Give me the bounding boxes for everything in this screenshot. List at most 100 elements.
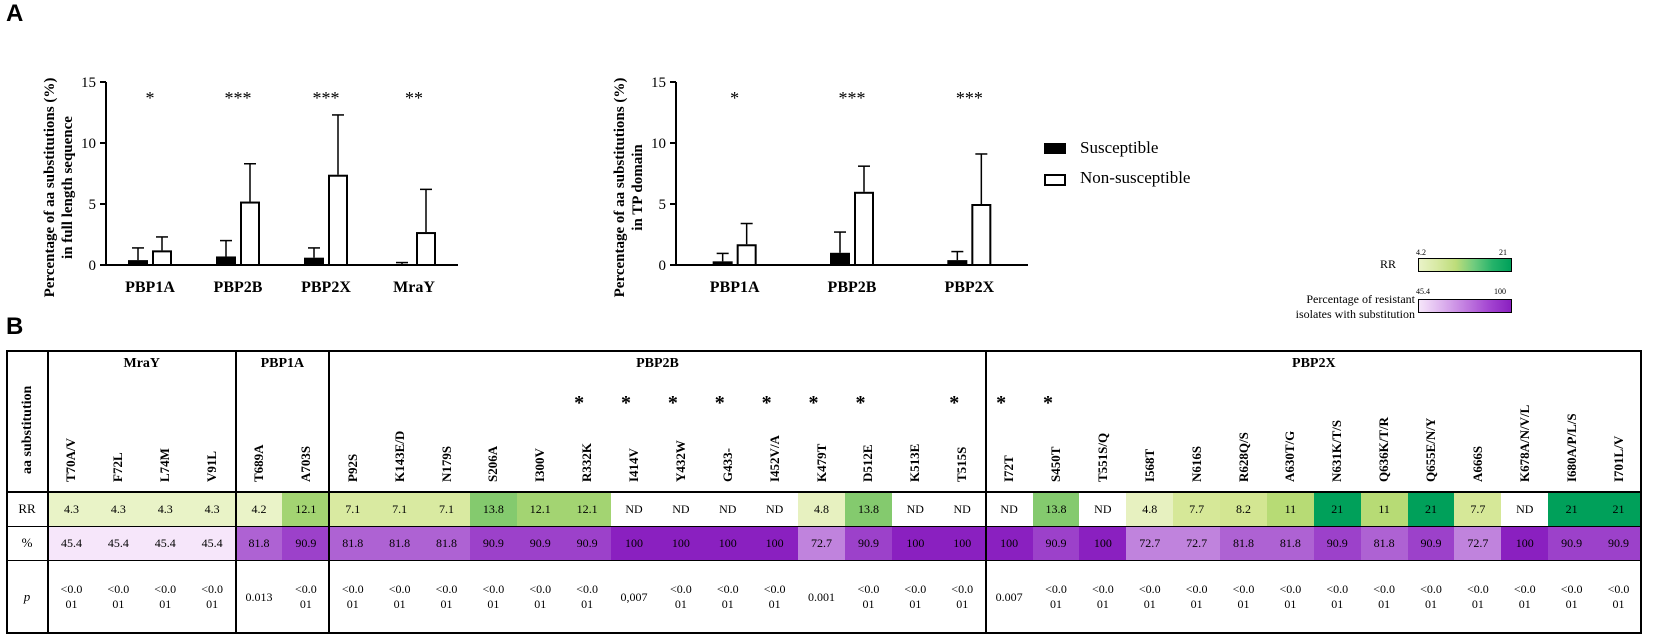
p-value-line: <0.0 [857, 582, 880, 596]
p-value-line: <0.0 [201, 582, 223, 596]
y-tick-label: 0 [659, 258, 667, 274]
p-value-line: <0.0 [576, 582, 599, 596]
chart-tp-domain: 0 5 10 15 Percentage of aa substitutions (%)… [612, 75, 1028, 298]
rr-cell: 13.8 [469, 492, 517, 526]
row-label-pct: % [21, 535, 33, 550]
substitution-label: D512E [860, 444, 876, 482]
substitution-label: K143E/D [391, 430, 407, 482]
rr-scale-max: 21 [1499, 248, 1507, 257]
pct-cell: 72.7 [1126, 526, 1174, 560]
substitution-label: K513E [907, 443, 923, 482]
substitution-label: R628Q/S [1235, 432, 1251, 482]
pct-scale-max: 100 [1494, 287, 1506, 296]
pct-cell: 72.7 [1173, 526, 1221, 560]
rr-cell: 21 [1548, 492, 1596, 526]
p-value-line: 01 [112, 597, 125, 611]
p-value-line: 01 [1612, 597, 1625, 611]
p-value-line: 01 [1143, 597, 1156, 611]
rr-cell: 12.1 [282, 492, 330, 526]
p-value-line: <0.0 [341, 582, 364, 596]
substitution-label: Q655E/N/Y [1423, 417, 1439, 482]
p-value-cell: <0.0 01 [751, 560, 798, 634]
rr-cell: 4.8 [798, 492, 845, 526]
y-tick-label: 10 [81, 136, 96, 152]
p-value-cell: <0.0 01 [517, 560, 564, 634]
p-value-cell: <0.0 01 [282, 560, 329, 634]
p-value-line: <0.0 [716, 582, 739, 596]
group-title-pbp2x: PBP2X [1292, 356, 1336, 371]
p-value-line: <0.0 [1138, 582, 1161, 596]
p-value-line: <0.0 [294, 582, 317, 596]
table-border-bottom [6, 632, 1642, 634]
rr-cell: ND [704, 492, 752, 526]
p-value-line: <0.0 [482, 582, 505, 596]
pct-cell: 90.9 [516, 526, 564, 560]
panel-a-label: A [6, 0, 24, 27]
rr-scale-bar [1418, 258, 1512, 272]
pct-scale-label-2: isolates with substitution [1295, 307, 1415, 321]
group-title-pbp1a: PBP1A [260, 356, 305, 371]
p-value-cell: <0.0 01 [1408, 560, 1455, 634]
substitution-label: Q636K/T/R [1376, 416, 1392, 482]
y-axis-label-line2: in TP domain [630, 144, 646, 231]
p-value-line: 01 [1471, 597, 1484, 611]
pct-cell: 100 [610, 526, 658, 560]
p-value-line: 01 [440, 597, 453, 611]
significance-marker: * [730, 88, 739, 108]
significance-marker: ** [405, 88, 423, 108]
p-value-line: <0.0 [904, 582, 927, 596]
rr-cell: 8.2 [1220, 492, 1267, 526]
rr-cell: 7.1 [329, 492, 377, 526]
pct-cell: 100 [657, 526, 705, 560]
substitution-label: T689A [250, 444, 266, 482]
pct-cell: 90.9 [845, 526, 892, 560]
p-value-line: 01 [1190, 597, 1203, 611]
p-value-cell: <0.0 01 [704, 560, 751, 634]
p-value-line: 01 [1378, 597, 1391, 611]
p-value-line: 01 [1565, 597, 1578, 611]
pct-cell: 45.4 [141, 526, 189, 560]
rr-cell: 12.1 [563, 492, 611, 526]
substitution-label: T551S/Q [1094, 432, 1110, 482]
p-value-line: 01 [299, 597, 312, 611]
table-border-top [6, 350, 1642, 352]
chart-full-length: 0 5 10 15 Percentage of aa substitutions (%)… [42, 75, 458, 298]
rr-cell: ND [891, 492, 939, 526]
rr-cell: 4.8 [1126, 492, 1174, 526]
row-label-p: p [23, 589, 31, 604]
substitution-label: A666S [1469, 445, 1485, 482]
substitution-label: I300V [532, 448, 548, 482]
substitution-label: N616S [1188, 445, 1204, 482]
bar-susceptible [712, 261, 733, 265]
x-tick-label: PBP1A [125, 279, 175, 296]
pct-scale-label-1: Percentage of resistant [1306, 292, 1415, 306]
bar-non-susceptible [240, 201, 260, 266]
substitution-label: S206A [485, 445, 501, 482]
rr-cell: 7.1 [376, 492, 424, 526]
p-value-line: <0.0 [435, 582, 458, 596]
pct-cell: 72.7 [1454, 526, 1502, 560]
p-value-line: <0.0 [388, 582, 411, 596]
p-value-cell: <0.0 01 [1454, 560, 1501, 634]
bar-non-susceptible [971, 204, 992, 266]
pct-cell: 100 [751, 526, 799, 560]
legend-swatch-susceptible [1044, 143, 1066, 154]
y-tick-label: 0 [89, 258, 97, 274]
y-axis-label: Percentage of aa substitutions (%) in ful… [42, 78, 76, 298]
rr-cell: 7.7 [1454, 492, 1502, 526]
p-value-line: 01 [956, 597, 969, 611]
significance-star: * [621, 392, 632, 414]
y-axis-label: Percentage of aa substitutions (%) in TP … [612, 78, 646, 298]
pct-scale-min: 45.4 [1416, 287, 1430, 296]
substitution-table: 4.3 45.4 <0.0 01 T70A/V 4.3 45.4 <0.0 01 F72L 4.3 4… [6, 350, 1642, 634]
substitution-label: N631K/T/S [1329, 419, 1345, 482]
pct-cell: 100 [704, 526, 752, 560]
pct-scale-bar [1418, 299, 1512, 313]
p-value-line: 01 [721, 597, 734, 611]
bar-non-susceptible [328, 174, 348, 266]
substitution-label: N179S [438, 445, 454, 482]
p-value-line: 0,007 [620, 589, 648, 604]
bar-susceptible [830, 252, 850, 265]
p-value-line: 01 [206, 597, 219, 611]
significance-star: * [855, 392, 866, 414]
